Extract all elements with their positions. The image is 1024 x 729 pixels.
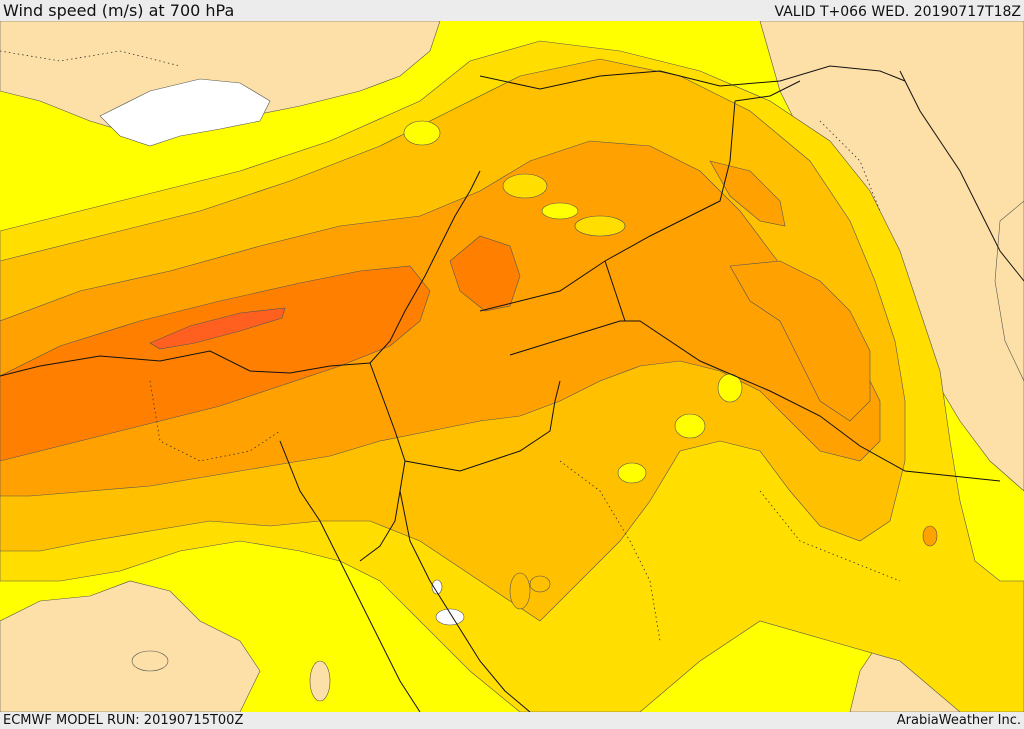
clearing-8: [529, 575, 551, 593]
clearing-1: [502, 173, 548, 199]
header-bar: Wind speed (m/s) at 700 hPa VALID T+066 …: [0, 0, 1024, 21]
clearing-3: [541, 202, 579, 220]
valid-time: VALID T+066 WED. 20190717T18Z: [774, 4, 1021, 20]
patch-tan-2: [131, 650, 169, 672]
borders: [0, 65, 1024, 712]
border-sinai-jordan: [404, 380, 561, 472]
admin-line-5: [0, 50, 181, 67]
clearing-9: [922, 525, 938, 547]
band-5-levant: [449, 235, 521, 312]
map-canvas: [0, 21, 1024, 712]
border-levant-coast: [369, 170, 481, 364]
band-4-main: [0, 140, 881, 497]
admin-line-1: [149, 380, 281, 462]
border-jordan-iraq: [509, 320, 1001, 482]
patch-white-2: [431, 579, 443, 595]
border-syria-iraq: [479, 100, 736, 312]
admin-line-4: [819, 120, 881, 212]
border-north-africa-coast: [0, 350, 371, 377]
admin-line-3: [759, 490, 901, 582]
border-red-sea-coast-west: [279, 440, 421, 712]
clearing-7: [403, 120, 441, 146]
patch-tan-1: [309, 660, 331, 702]
band-low-east-patch: [994, 200, 1024, 382]
clearing-4: [717, 373, 743, 403]
band-low-southwest: [0, 580, 261, 712]
clearing-2: [574, 215, 626, 237]
band-4-northeast: [709, 160, 786, 227]
band-6-core: [149, 307, 286, 350]
patch-tan-3: [509, 572, 531, 610]
band-4-east: [729, 260, 871, 422]
border-iraq-iran: [734, 80, 801, 102]
sea-unshaded: [99, 78, 271, 147]
band-5-main: [0, 265, 431, 462]
border-saudi-jordan: [604, 260, 626, 322]
clearing-6: [617, 462, 647, 484]
footer-bar: ECMWF MODEL RUN: 20190715T00Z ArabiaWeat…: [0, 712, 1024, 729]
model-run: ECMWF MODEL RUN: 20190715T00Z: [3, 713, 244, 728]
credit: ArabiaWeather Inc.: [896, 713, 1021, 728]
admin-line-2: [559, 460, 661, 642]
border-red-sea-coast-east: [399, 490, 531, 712]
admin-lines: [0, 50, 901, 642]
border-turkey: [479, 65, 906, 90]
patch-white-1: [435, 608, 465, 626]
map-title: Wind speed (m/s) at 700 hPa: [3, 1, 235, 20]
wind-speed-map[interactable]: [0, 21, 1024, 712]
clearing-5: [674, 413, 706, 439]
border-gulf-coast: [899, 70, 1024, 282]
